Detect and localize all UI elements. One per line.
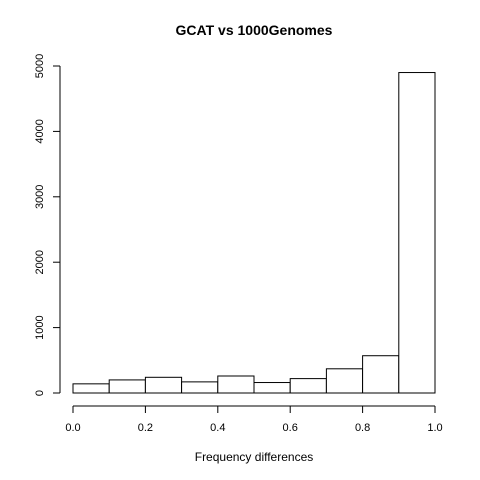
- bars-group: [72, 72, 436, 394]
- x-tick-label: 0.2: [138, 422, 153, 434]
- y-tick-label: 2000: [34, 250, 46, 274]
- histogram-bar: [108, 379, 146, 394]
- x-tick-label: 0.8: [355, 422, 370, 434]
- histogram-bar: [217, 375, 255, 394]
- y-tick-label: 4000: [34, 119, 46, 143]
- histogram-bar: [398, 72, 436, 394]
- histogram-bar: [362, 355, 400, 394]
- y-tick-label: 1000: [34, 315, 46, 339]
- y-tick-label: 0: [34, 390, 46, 396]
- x-axis-label: Frequency differences: [195, 450, 314, 464]
- y-axis: 0 1000 2000 3000 4000 5000: [34, 54, 61, 396]
- histogram-bar: [289, 378, 327, 394]
- x-tick-label: 0.4: [210, 422, 225, 434]
- y-tick-label: 5000: [34, 54, 46, 78]
- y-tick-label: 3000: [34, 185, 46, 209]
- histogram-bar: [253, 382, 291, 394]
- histogram-bar: [72, 383, 110, 394]
- histogram-bar: [325, 368, 364, 394]
- histogram-bar: [144, 376, 183, 394]
- chart-title: GCAT vs 1000Genomes: [176, 22, 333, 38]
- histogram-bar: [181, 381, 219, 394]
- x-axis: 0.0 0.2 0.4 0.6 0.8 1.0: [65, 405, 443, 434]
- x-tick-label: 1.0: [427, 422, 442, 434]
- x-tick-label: 0.6: [283, 422, 298, 434]
- x-tick-label: 0.0: [65, 422, 80, 434]
